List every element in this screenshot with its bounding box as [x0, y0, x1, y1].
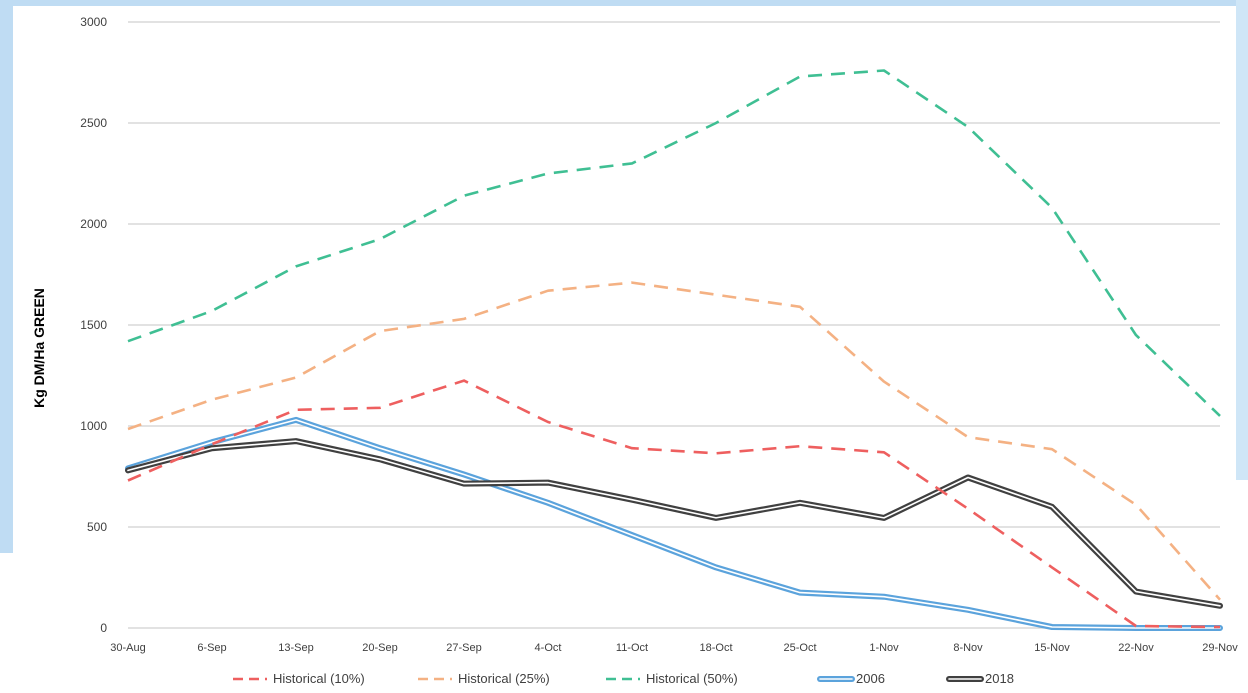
y-tick-label: 2000: [80, 217, 107, 231]
x-tick-label: 25-Oct: [783, 642, 816, 654]
slide-right-border: [1236, 0, 1248, 480]
series-line-2: [127, 69, 1221, 417]
legend-label: Historical (50%): [646, 671, 738, 686]
legend-item: Historical (50%): [606, 671, 738, 686]
y-axis-label: Kg DM/Ha GREEN: [31, 288, 47, 408]
series-lines: [125, 69, 1223, 631]
legend: Historical (10%) Historical (25%) Historic…: [233, 671, 1014, 686]
gridlines: [128, 21, 1220, 629]
legend-item: 2018: [946, 671, 1014, 686]
series-line-1: [127, 281, 1221, 601]
x-tick-label: 4-Oct: [535, 642, 562, 654]
x-tick-label: 27-Sep: [446, 642, 481, 654]
y-tick-label: 2500: [80, 116, 107, 130]
x-tick-label: 1-Nov: [869, 642, 899, 654]
y-tick-label: 0: [100, 621, 107, 635]
y-tick-label: 1000: [80, 419, 107, 433]
x-tick-label: 8-Nov: [953, 642, 983, 654]
x-axis-ticks: 30-Aug 6-Sep 13-Sep 20-Sep 27-Sep 4-Oct 11-Oct…: [110, 642, 1238, 654]
legend-label: 2006: [856, 671, 885, 686]
legend-label: Historical (10%): [273, 671, 365, 686]
y-tick-label: 1500: [80, 318, 107, 332]
y-axis-ticks: 0 500 1000 1500 2000 2500 3000: [80, 15, 107, 635]
series-line-0: [127, 379, 1221, 629]
x-tick-label: 20-Sep: [362, 642, 397, 654]
legend-item: Historical (10%): [233, 671, 365, 686]
x-tick-label: 29-Nov: [1202, 642, 1238, 654]
x-tick-label: 30-Aug: [110, 642, 145, 654]
legend-item: Historical (25%): [418, 671, 550, 686]
legend-item: 2006: [817, 671, 885, 686]
x-tick-label: 11-Oct: [616, 642, 648, 654]
x-tick-label: 13-Sep: [278, 642, 313, 654]
series-line-3: [125, 416, 1223, 631]
x-tick-label: 18-Oct: [699, 642, 732, 654]
legend-label: 2018: [985, 671, 1014, 686]
y-tick-label: 500: [87, 520, 107, 534]
series-line-4: [125, 438, 1223, 609]
slide-left-border: [0, 0, 13, 553]
y-tick-label: 3000: [80, 15, 107, 29]
x-tick-label: 6-Sep: [197, 642, 226, 654]
x-tick-label: 15-Nov: [1034, 642, 1070, 654]
slide-top-border: [0, 0, 1248, 6]
x-tick-label: 22-Nov: [1118, 642, 1154, 654]
legend-label: Historical (25%): [458, 671, 550, 686]
